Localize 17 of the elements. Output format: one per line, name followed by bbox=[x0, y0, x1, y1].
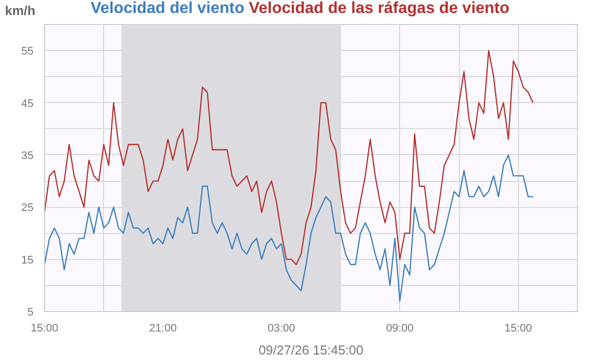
text: Velocidad del viento bbox=[90, 0, 244, 17]
line-series bbox=[44, 50, 534, 266]
y-tick-label: 25 bbox=[21, 202, 34, 214]
x-tick-label: 15:00 bbox=[504, 322, 532, 334]
y-axis-title: km/h bbox=[5, 3, 36, 18]
x-tick-label: 03:00 bbox=[268, 322, 296, 334]
y-tick-label: 55 bbox=[21, 46, 34, 58]
x-axis-title: 09/27/26 15:45:00 bbox=[258, 342, 364, 358]
y-tick-label: 45 bbox=[21, 98, 34, 110]
text: Velocidad de las ráfagas de viento bbox=[248, 0, 510, 17]
y-tick-label: 35 bbox=[21, 150, 34, 162]
line-series bbox=[44, 154, 534, 302]
y-tick-label: 15 bbox=[21, 254, 34, 266]
x-tick-label: 09:00 bbox=[386, 322, 414, 334]
y-tick-label: 5 bbox=[27, 306, 34, 318]
x-tick-label: 15:00 bbox=[30, 322, 58, 334]
x-tick-label: 21:00 bbox=[149, 322, 177, 334]
